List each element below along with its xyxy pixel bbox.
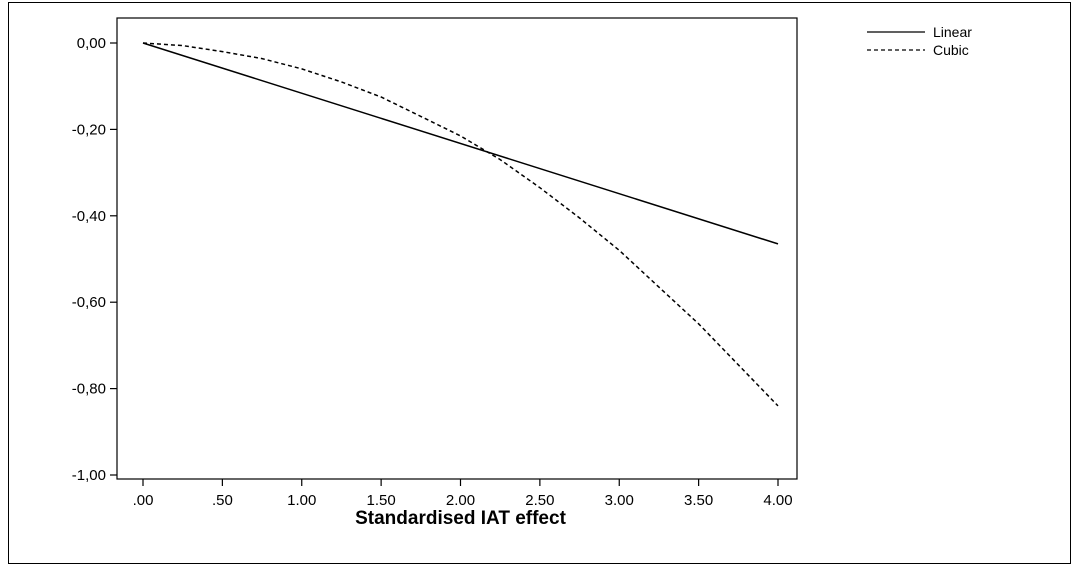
figure-frame — [8, 2, 1071, 564]
x-tick-label: 1.00 — [287, 492, 316, 509]
y-tick-label: -0,60 — [72, 294, 106, 311]
plot-area — [116, 17, 798, 480]
y-tick-label: -0,80 — [72, 381, 106, 398]
y-tick-label: -0,20 — [72, 121, 106, 138]
x-axis-title: Standardised IAT effect — [355, 508, 566, 529]
y-tick-label: 0,00 — [77, 35, 106, 52]
legend-label-cubic: Cubic — [933, 42, 969, 58]
legend-label-linear: Linear — [933, 24, 972, 40]
x-tick-label: 2.00 — [446, 492, 475, 509]
x-tick-label: 1.50 — [367, 492, 396, 509]
x-tick-label: 3.50 — [684, 492, 713, 509]
y-tick-label: -1,00 — [72, 467, 106, 484]
x-tick-label: .00 — [133, 492, 154, 509]
series-line-linear — [142, 42, 779, 245]
series-line-cubic — [142, 42, 779, 407]
x-tick-label: .50 — [212, 492, 233, 509]
y-tick-label: -0,40 — [72, 208, 106, 225]
x-tick-label: 3.00 — [605, 492, 634, 509]
x-tick-label: 4.00 — [763, 492, 792, 509]
x-tick-label: 2.50 — [525, 492, 554, 509]
